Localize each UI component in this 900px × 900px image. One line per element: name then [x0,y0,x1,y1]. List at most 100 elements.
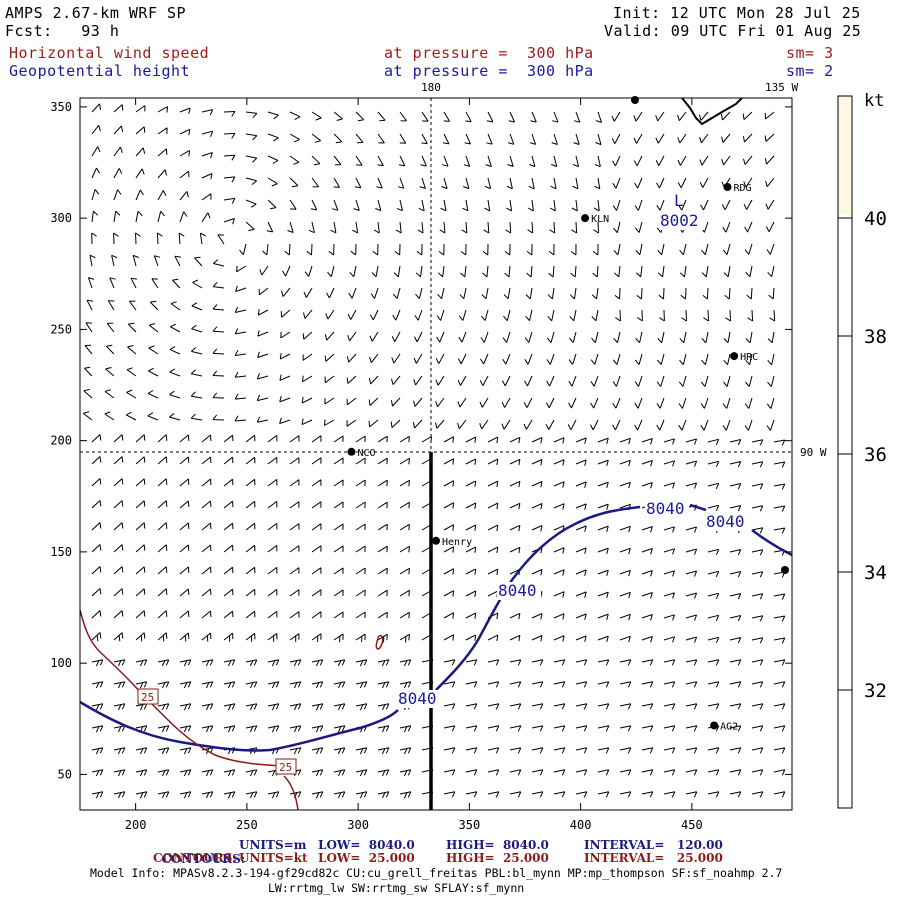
wind-barb [553,569,565,576]
wind-barb [377,457,388,465]
wind-barb [572,177,579,190]
wind-barb [637,309,643,322]
wind-barb [569,287,577,300]
wind-barb [443,634,455,641]
wind-barb-feather [95,792,100,799]
wind-barb [245,155,258,163]
wind-barb [597,659,610,666]
contours2-label: CONTOURS: [153,851,237,865]
wind-barb [333,703,346,710]
wind-barb [677,177,687,189]
wind-barb [487,791,500,798]
wind-barb [279,353,291,360]
wind-barb [465,590,477,597]
wind-barb [679,331,687,344]
wind-barb [655,133,665,144]
wind-barb [773,527,786,534]
station-marker [723,183,732,191]
wind-barb [611,133,621,144]
wind-barb [592,243,599,256]
wind-barb [157,106,169,113]
y-tick-label: 200 [50,434,72,448]
wind-barb [707,703,720,710]
wind-barb [223,610,234,619]
wind-barb [376,177,383,189]
colorbar-tick-label: 40 [864,208,887,230]
wind-barb [245,133,258,141]
wind-barb [458,331,467,343]
wind-barb [685,570,698,577]
wind-barb [751,527,764,534]
wind-barb [619,569,631,577]
wind-barb [113,681,126,688]
height-label-bg [497,582,541,600]
wind-barb [634,353,643,365]
wind-barb [157,169,167,179]
wind-barb-feather [95,704,100,711]
wind-barb [153,255,161,267]
wind-barb [509,502,521,510]
wind-barb [571,199,578,212]
wind-barb [503,287,511,300]
wind-barb [619,747,632,754]
speed-label: 25 [279,761,292,774]
wind-barb [729,659,742,666]
wind-barb [126,389,137,399]
wind-barb [333,435,344,443]
wind-barb [223,725,236,732]
wind-barb [179,566,190,575]
wind-barb-feather [293,726,298,733]
wind-barb [325,309,335,320]
wind-barb-feather [161,726,166,733]
wind-barb [302,353,313,361]
wind-barb [377,791,390,798]
wind-barb [311,703,324,710]
wind-barb [179,434,190,443]
wind-barb-feather [117,704,122,711]
wind-barb [487,634,499,642]
stations: KLN RDG HRC NCO Henry AG2 [347,183,758,732]
meridian-180-label: 180 [421,81,441,94]
wind-barb [91,522,102,531]
wind-barb-feather [227,682,232,689]
wind-barb [663,725,676,732]
wind-barb [641,747,654,754]
wind-barb [301,397,313,404]
wind-barb [575,569,587,576]
wind-barb [91,588,102,597]
wind-barb [113,725,126,732]
wind-barb [355,479,366,487]
wind-barb [179,544,190,553]
wind-barb [612,199,621,211]
wind-barb [157,703,170,710]
wind-barb [256,416,269,423]
wind-barb [239,243,247,256]
field-geopotential: Geopotential height [9,62,191,80]
wind-barb [531,503,543,510]
wind-barb [113,791,126,798]
wind-barb [707,504,720,511]
wind-barb [773,791,786,798]
wind-barb [135,725,148,732]
wind-barb [701,331,709,344]
wind-barb [311,501,322,509]
wind-barb [443,703,456,710]
wind-barb [223,111,236,117]
wind-barb [179,170,190,179]
wind-barb [311,633,322,641]
wind-barb [201,632,212,641]
wind-barb [549,199,556,212]
wind-barb [663,681,676,688]
wind-barb [190,413,203,421]
wind-barb [663,526,675,533]
wind-barb [575,481,587,488]
wind-barb [766,419,775,431]
wind-barb [355,567,366,575]
wind-barb [399,523,410,531]
wind-barb [509,659,522,666]
wind-barb [289,435,300,443]
wind-barb [201,193,212,201]
wind-barb [267,435,278,443]
wind-barb [191,302,203,311]
wind-barb [355,545,366,553]
